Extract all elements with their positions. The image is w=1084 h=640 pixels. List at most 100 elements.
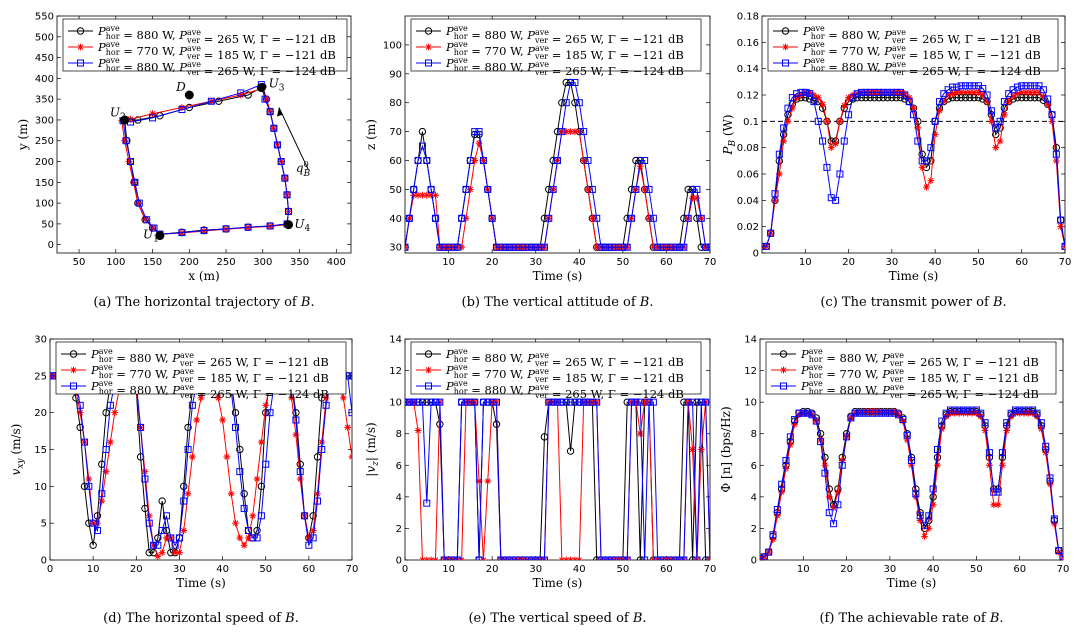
data-point xyxy=(253,475,261,483)
data-point xyxy=(1039,92,1047,100)
data-point xyxy=(462,185,470,193)
data-point xyxy=(149,224,156,232)
data-point xyxy=(281,174,289,182)
data-point xyxy=(466,186,474,193)
data-point xyxy=(249,534,257,542)
data-point xyxy=(240,504,248,512)
x-tick-label: 30 xyxy=(529,257,542,268)
data-point xyxy=(405,398,409,406)
data-point xyxy=(908,461,915,469)
data-point xyxy=(141,215,149,223)
data-point xyxy=(270,124,278,132)
data-point xyxy=(488,214,496,222)
data-point xyxy=(825,493,833,501)
data-point xyxy=(510,243,518,251)
data-point xyxy=(449,243,457,251)
data-point xyxy=(957,88,965,96)
data-point xyxy=(184,490,192,498)
data-point xyxy=(423,499,431,507)
data-point xyxy=(501,243,509,251)
data-point xyxy=(98,497,106,505)
data-point xyxy=(85,482,93,490)
data-point xyxy=(860,408,868,416)
data-point xyxy=(821,453,829,462)
legend-box xyxy=(767,18,1059,72)
data-point xyxy=(847,414,855,422)
data-point xyxy=(903,431,911,439)
data-point xyxy=(845,111,853,119)
data-point xyxy=(791,420,799,428)
data-point xyxy=(916,517,924,524)
data-point xyxy=(453,243,461,251)
x-tick-label: 100 xyxy=(106,257,125,268)
data-point xyxy=(149,110,156,118)
data-point xyxy=(964,406,972,414)
data-point xyxy=(667,243,675,251)
data-point xyxy=(658,243,666,251)
y-tick-label: 80 xyxy=(389,98,402,109)
data-point xyxy=(506,243,514,251)
data-point xyxy=(623,556,631,560)
data-point xyxy=(832,140,839,148)
x-tick-label: 20 xyxy=(842,257,855,268)
data-point xyxy=(141,475,149,483)
y-tick-label: 400 xyxy=(35,74,54,85)
x-tick-label: 10 xyxy=(797,564,810,575)
data-point xyxy=(497,243,505,251)
data-point xyxy=(523,243,531,251)
data-point xyxy=(797,88,805,96)
data-point xyxy=(671,556,679,560)
data-point xyxy=(432,191,439,199)
data-point xyxy=(171,541,179,549)
data-point xyxy=(150,224,158,232)
data-point xyxy=(567,398,575,406)
data-point xyxy=(931,131,939,138)
data-point xyxy=(309,534,317,542)
data-point xyxy=(145,512,153,520)
data-point xyxy=(419,191,426,199)
x-tick-label: 50 xyxy=(972,257,985,268)
y-tick-label: 10 xyxy=(744,398,757,409)
data-point xyxy=(940,90,948,98)
data-point xyxy=(175,534,183,542)
data-point xyxy=(141,468,149,475)
data-point xyxy=(462,398,470,406)
caption: (a) The horizontal trajectory of B. xyxy=(93,295,314,310)
data-point xyxy=(549,398,557,406)
plot-area xyxy=(405,78,710,251)
data-point xyxy=(925,512,933,520)
x-tick-label: 50 xyxy=(73,257,86,268)
data-point xyxy=(93,527,101,535)
x-tick-label: 60 xyxy=(1013,564,1026,575)
start-arrow xyxy=(278,107,309,171)
data-point xyxy=(1005,90,1013,98)
data-point xyxy=(632,185,640,193)
series-line xyxy=(405,401,710,560)
data-point xyxy=(702,398,710,406)
data-point xyxy=(223,453,231,461)
data-point xyxy=(405,398,413,406)
data-point xyxy=(1026,88,1034,96)
x-tick-label: 60 xyxy=(660,564,673,575)
data-point xyxy=(348,409,352,417)
data-point xyxy=(856,409,864,417)
data-point xyxy=(1031,88,1039,96)
plot-area xyxy=(405,398,710,560)
data-point xyxy=(527,556,535,560)
x-tick-label: 60 xyxy=(1015,257,1028,268)
data-point xyxy=(562,99,570,107)
data-point xyxy=(788,104,796,112)
data-point xyxy=(658,556,666,560)
x-tick-label: 70 xyxy=(704,257,717,268)
data-point xyxy=(76,409,84,417)
data-point xyxy=(606,556,614,560)
data-point xyxy=(253,534,261,542)
x-tick-label: 30 xyxy=(173,564,186,575)
data-point xyxy=(1035,88,1043,96)
y-tick-label: 12 xyxy=(389,366,402,377)
data-point xyxy=(475,139,483,147)
data-point xyxy=(178,229,186,237)
data-point xyxy=(1057,223,1065,231)
chart-b: 10 20 30 40 50 60 70 30 40 50 60 70 80 90 100 Time (s) z… xyxy=(364,15,717,310)
